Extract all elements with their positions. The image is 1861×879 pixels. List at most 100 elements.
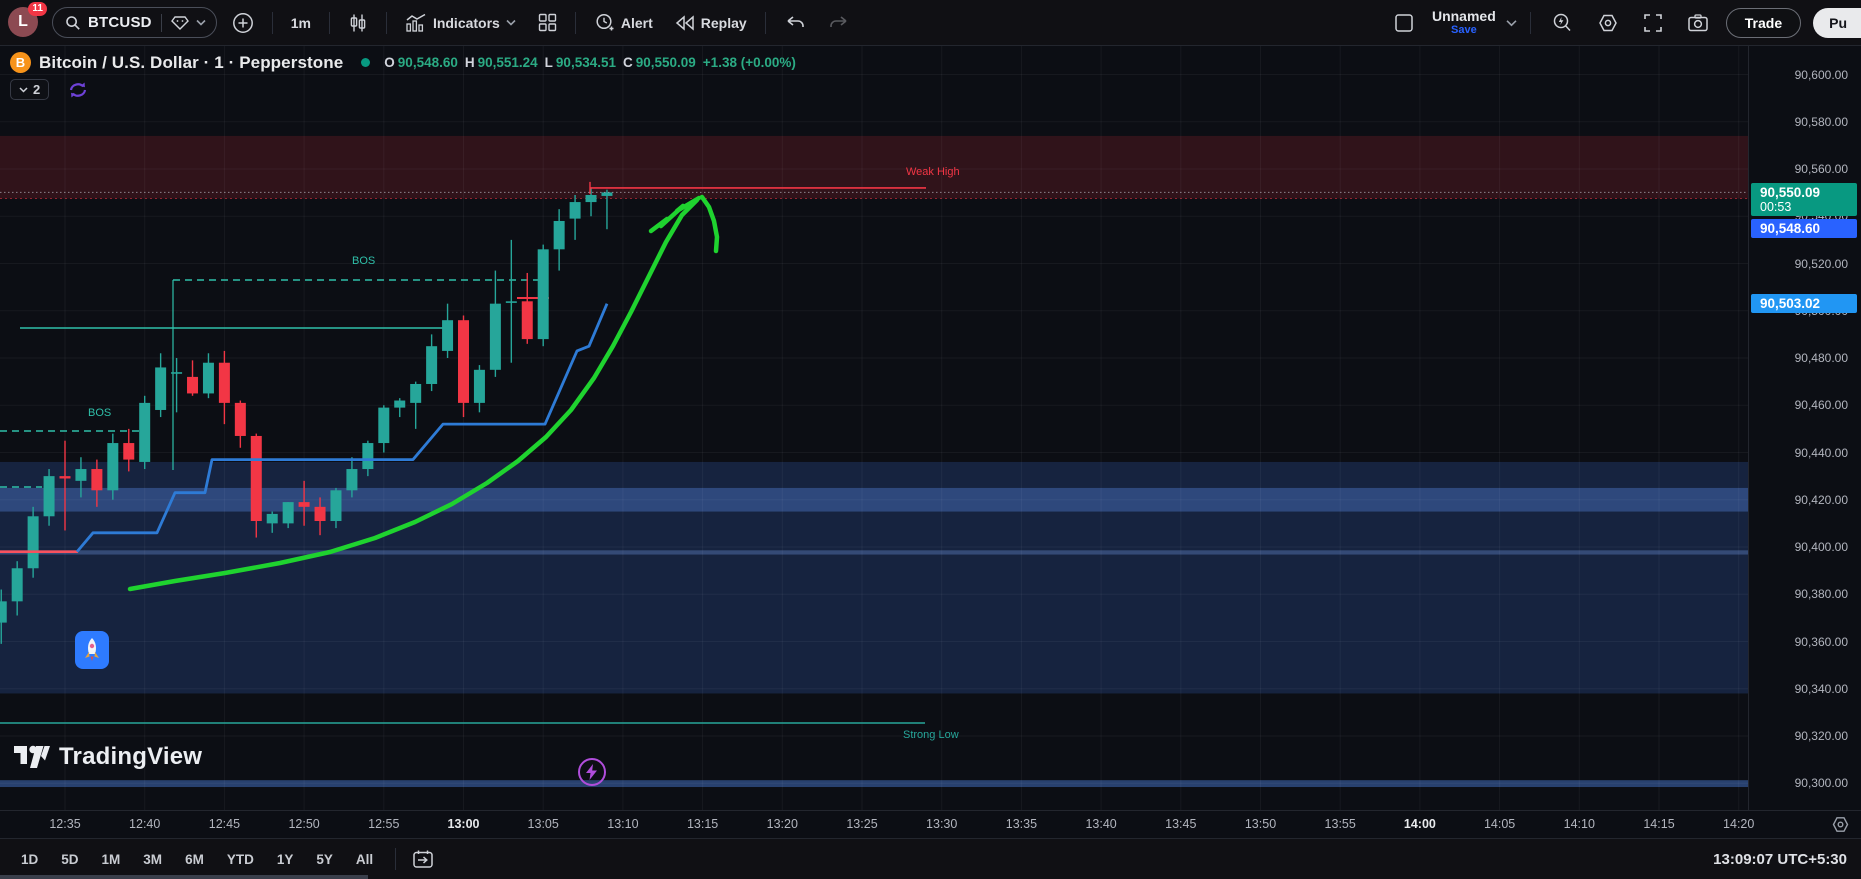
chart-area[interactable]: B Bitcoin / U.S. Dollar · 1 · Pepperston…: [0, 46, 1861, 810]
user-menu-button[interactable]: L 11: [8, 1, 47, 39]
settings-icon[interactable]: [1590, 6, 1626, 40]
candle: [521, 301, 533, 340]
last-price-label: 90,550.09 00:53: [1751, 183, 1857, 217]
candle: [218, 362, 230, 403]
undo-button[interactable]: [777, 8, 813, 38]
price-tick-label: 90,460.00: [1794, 398, 1848, 413]
candle: [394, 400, 406, 408]
symbol-search-input[interactable]: BTCUSD: [52, 7, 217, 38]
collapse-indicators-button[interactable]: 2: [10, 79, 50, 100]
price-tick-label: 90,380.00: [1794, 587, 1848, 602]
range-button-1d[interactable]: 1D: [21, 851, 39, 867]
legend-row-2: 2: [10, 79, 89, 100]
chevron-down-icon[interactable]: [1506, 19, 1517, 27]
price-tick-label: 90,340.00: [1794, 681, 1848, 696]
range-button-5d[interactable]: 5D: [61, 851, 79, 867]
candlestick-chart[interactable]: [0, 46, 1748, 810]
trade-button[interactable]: Trade: [1725, 8, 1802, 38]
scrollbar[interactable]: [0, 875, 368, 879]
go-to-date-icon[interactable]: [405, 843, 441, 875]
time-tick-label: 12:55: [368, 817, 400, 831]
range-button-5y[interactable]: 5Y: [316, 851, 333, 867]
quick-search-icon[interactable]: [1544, 6, 1580, 40]
candle: [601, 192, 613, 196]
layout-grid-button[interactable]: [531, 7, 564, 38]
tradingview-logo: TradingView: [14, 743, 202, 771]
last-price-value: 90,550.09: [1760, 185, 1821, 201]
freehand-arrow-barb[interactable]: [648, 195, 702, 234]
freehand-arrow-stroke[interactable]: [127, 197, 700, 592]
clock[interactable]: 13:09:07 UTC+5:30: [1713, 850, 1847, 868]
open-price-label: 90,548.60: [1751, 219, 1857, 239]
divider: [1529, 12, 1531, 34]
chart-legend[interactable]: B Bitcoin / U.S. Dollar · 1 · Pepperston…: [10, 52, 796, 73]
bos-upper-label[interactable]: BOS: [352, 255, 376, 267]
interval-button[interactable]: 1m: [290, 14, 311, 31]
indicators-button[interactable]: Indicators: [398, 7, 523, 39]
candle: [155, 367, 167, 410]
close-value: 90,550.09: [635, 55, 696, 70]
bos-lower-label[interactable]: BOS: [88, 407, 112, 419]
candle: [266, 513, 278, 524]
fullscreen-icon[interactable]: [1636, 7, 1670, 39]
price-tick-label: 90,580.00: [1794, 114, 1848, 129]
top-toolbar: L 11 BTCUSD 1m: [0, 0, 1861, 46]
demand-zone-bright-band[interactable]: [0, 487, 1748, 512]
chart-style-button[interactable]: [341, 7, 375, 39]
time-axis[interactable]: 12:35 12:40 12:45 12:50 12:55 13:00 13:05 13:10…: [0, 810, 1861, 838]
time-tick-label: 13:20: [766, 817, 798, 831]
freehand-arrow-hook[interactable]: [699, 194, 720, 254]
gem-icon[interactable]: [170, 15, 189, 31]
candle: [171, 372, 183, 374]
price-tick-label: 90,440.00: [1794, 445, 1848, 460]
candle: [298, 502, 310, 507]
candle: [426, 346, 438, 384]
time-tick-label: 13:30: [926, 817, 958, 831]
boost-button[interactable]: [578, 758, 606, 786]
candle: [489, 303, 501, 370]
candle: [250, 435, 262, 522]
price-axis[interactable]: 90,550.09 00:53 90,548.60 90,503.02 90,6…: [1748, 46, 1861, 810]
divider: [574, 11, 576, 34]
time-tick-label: 13:00: [447, 817, 480, 831]
weak-high-label[interactable]: Weak High: [906, 166, 960, 178]
range-button-all[interactable]: All: [355, 851, 374, 867]
demand-zone[interactable]: [0, 461, 1748, 694]
chevron-down-icon[interactable]: [196, 19, 206, 26]
symbol-title[interactable]: Bitcoin / U.S. Dollar · 1 · Pepperstone: [39, 52, 344, 72]
candle: [91, 469, 103, 491]
alert-button[interactable]: Alert: [587, 6, 660, 39]
rocket-drawing-sticker[interactable]: [75, 631, 109, 669]
strong-low-label[interactable]: Strong Low: [903, 729, 959, 741]
demand-zone-line[interactable]: [0, 550, 1748, 555]
redo-button[interactable]: [821, 8, 857, 38]
timezone-settings-icon[interactable]: [1831, 815, 1850, 834]
publish-button[interactable]: Pu: [1813, 8, 1861, 38]
range-button-1y[interactable]: 1Y: [276, 851, 294, 867]
time-tick-label: 12:40: [129, 817, 161, 831]
save-label[interactable]: Save: [1451, 24, 1477, 36]
add-symbol-button[interactable]: [225, 6, 261, 40]
save-layout-icon[interactable]: [1386, 6, 1422, 40]
level-90300-band[interactable]: [0, 780, 1748, 788]
range-button-1m[interactable]: 1M: [101, 851, 121, 867]
symbol-text: BTCUSD: [88, 14, 152, 31]
candle: [27, 516, 39, 569]
replay-button[interactable]: Replay: [668, 9, 754, 37]
range-button-6m[interactable]: 6M: [185, 851, 204, 867]
time-tick-label: 14:00: [1403, 817, 1436, 831]
replay-rewind-icon: [675, 14, 695, 31]
sync-icon[interactable]: [67, 80, 89, 100]
time-tick-label: 13:05: [527, 817, 559, 831]
screenshot-camera-icon[interactable]: [1680, 7, 1716, 39]
candle: [59, 476, 71, 479]
high-label: H: [464, 55, 475, 70]
range-button-3m[interactable]: 3M: [143, 851, 163, 867]
layout-name-button[interactable]: Unnamed Save: [1432, 9, 1496, 37]
candle: [346, 469, 358, 491]
date-range-group: 1D 5D 1M 3M 6M YTD 1Y 5Y All: [0, 847, 381, 872]
weak-high-supply-zone[interactable]: [0, 135, 1748, 199]
price-tick-label: 90,400.00: [1794, 540, 1848, 554]
range-button-ytd[interactable]: YTD: [226, 851, 254, 867]
baseline-blue-line[interactable]: [75, 303, 609, 553]
